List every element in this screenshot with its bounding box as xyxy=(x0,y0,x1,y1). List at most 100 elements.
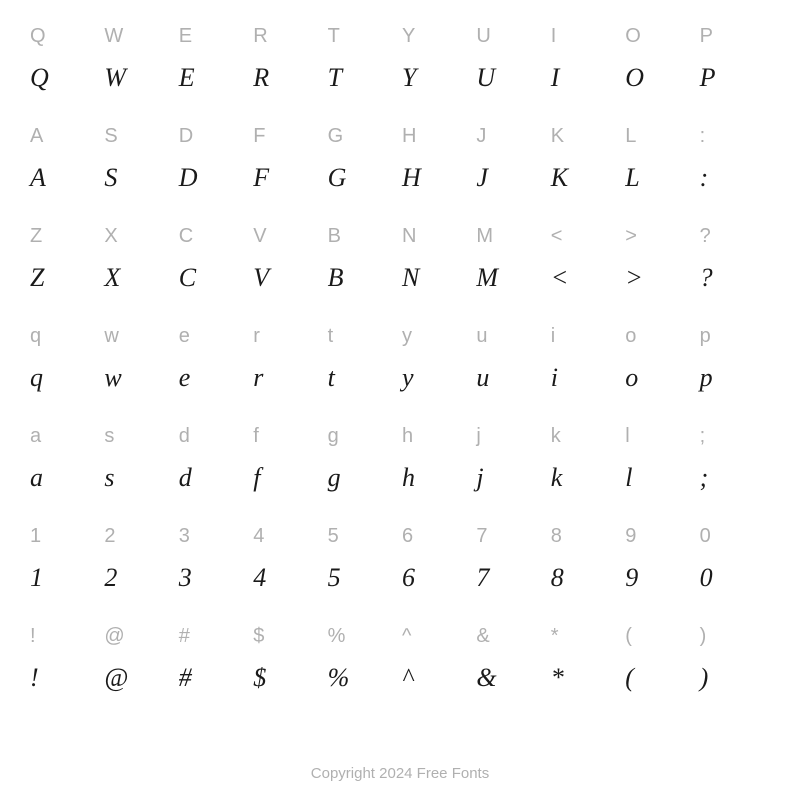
glyph-cell: $$ xyxy=(251,620,325,720)
reference-glyph: : xyxy=(700,124,706,156)
specimen-glyph: ^ xyxy=(402,662,413,693)
specimen-glyph: Y xyxy=(402,62,416,93)
specimen-glyph: r xyxy=(253,362,263,393)
specimen-glyph: 5 xyxy=(328,562,341,593)
reference-glyph: l xyxy=(625,424,629,456)
specimen-glyph: B xyxy=(328,262,344,293)
glyph-cell: KK xyxy=(549,120,623,220)
copyright-footer: Copyright 2024 Free Fonts xyxy=(0,765,800,782)
glyph-cell: GG xyxy=(326,120,400,220)
specimen-glyph: j xyxy=(476,462,483,493)
specimen-glyph: e xyxy=(179,362,191,393)
reference-glyph: G xyxy=(328,124,344,156)
glyph-cell: II xyxy=(549,20,623,120)
reference-glyph: A xyxy=(30,124,43,156)
reference-glyph: * xyxy=(551,624,559,656)
glyph-cell: :: xyxy=(698,120,772,220)
glyph-cell: AA xyxy=(28,120,102,220)
glyph-cell: ^^ xyxy=(400,620,474,720)
specimen-glyph: I xyxy=(551,62,560,93)
specimen-glyph: ? xyxy=(700,262,713,293)
specimen-glyph: 0 xyxy=(700,562,713,593)
reference-glyph: # xyxy=(179,624,190,656)
glyph-cell: ;; xyxy=(698,420,772,520)
reference-glyph: f xyxy=(253,424,259,456)
reference-glyph: w xyxy=(104,324,118,356)
reference-glyph: i xyxy=(551,324,555,356)
specimen-glyph: S xyxy=(104,162,117,193)
glyph-cell: 77 xyxy=(474,520,548,620)
specimen-glyph: f xyxy=(253,462,260,493)
glyph-cell: 22 xyxy=(102,520,176,620)
glyph-cell: %% xyxy=(326,620,400,720)
reference-glyph: Z xyxy=(30,224,42,256)
specimen-glyph: H xyxy=(402,162,421,193)
reference-glyph: $ xyxy=(253,624,264,656)
reference-glyph: R xyxy=(253,24,267,56)
specimen-glyph: y xyxy=(402,362,414,393)
reference-glyph: a xyxy=(30,424,41,456)
specimen-glyph: R xyxy=(253,62,269,93)
glyph-cell: uu xyxy=(474,320,548,420)
glyph-cell: WW xyxy=(102,20,176,120)
specimen-glyph: ) xyxy=(700,662,709,693)
specimen-glyph: 3 xyxy=(179,562,192,593)
reference-glyph: ! xyxy=(30,624,36,656)
glyph-cell: ## xyxy=(177,620,251,720)
reference-glyph: D xyxy=(179,124,193,156)
glyph-cell: NN xyxy=(400,220,474,320)
specimen-glyph: D xyxy=(179,162,198,193)
glyph-cell: >> xyxy=(623,220,697,320)
reference-glyph: p xyxy=(700,324,711,356)
specimen-glyph: < xyxy=(551,262,569,293)
reference-glyph: C xyxy=(179,224,193,256)
reference-glyph: k xyxy=(551,424,561,456)
glyph-cell: (( xyxy=(623,620,697,720)
specimen-glyph: ! xyxy=(30,662,39,693)
glyph-cell: BB xyxy=(326,220,400,320)
reference-glyph: O xyxy=(625,24,641,56)
glyph-cell: ww xyxy=(102,320,176,420)
specimen-glyph: 6 xyxy=(402,562,415,593)
reference-glyph: 1 xyxy=(30,524,41,556)
specimen-glyph: C xyxy=(179,262,196,293)
reference-glyph: T xyxy=(328,24,340,56)
reference-glyph: o xyxy=(625,324,636,356)
specimen-glyph: o xyxy=(625,362,638,393)
specimen-glyph: G xyxy=(328,162,347,193)
specimen-glyph: ; xyxy=(700,462,709,493)
glyph-cell: MM xyxy=(474,220,548,320)
reference-glyph: M xyxy=(476,224,493,256)
glyph-cell: EE xyxy=(177,20,251,120)
glyph-cell: pp xyxy=(698,320,772,420)
specimen-glyph: s xyxy=(104,462,114,493)
specimen-glyph: i xyxy=(551,362,558,393)
specimen-glyph: 9 xyxy=(625,562,638,593)
reference-glyph: U xyxy=(476,24,490,56)
specimen-glyph: M xyxy=(476,262,498,293)
reference-glyph: 6 xyxy=(402,524,413,556)
glyph-cell: XX xyxy=(102,220,176,320)
specimen-glyph: T xyxy=(328,62,342,93)
glyph-cell: 44 xyxy=(251,520,325,620)
glyph-cell: ff xyxy=(251,420,325,520)
reference-glyph: H xyxy=(402,124,416,156)
glyph-cell: 00 xyxy=(698,520,772,620)
glyph-cell: ** xyxy=(549,620,623,720)
glyph-cell: ZZ xyxy=(28,220,102,320)
glyph-cell: hh xyxy=(400,420,474,520)
reference-glyph: @ xyxy=(104,624,124,656)
specimen-glyph: X xyxy=(104,262,120,293)
reference-glyph: 9 xyxy=(625,524,636,556)
glyph-cell: ss xyxy=(102,420,176,520)
reference-glyph: 5 xyxy=(328,524,339,556)
glyph-cell: FF xyxy=(251,120,325,220)
reference-glyph: ( xyxy=(625,624,632,656)
reference-glyph: e xyxy=(179,324,190,356)
glyph-cell: HH xyxy=(400,120,474,220)
glyph-cell: YY xyxy=(400,20,474,120)
reference-glyph: J xyxy=(476,124,486,156)
specimen-glyph: 2 xyxy=(104,562,117,593)
glyph-cell: aa xyxy=(28,420,102,520)
reference-glyph: V xyxy=(253,224,266,256)
